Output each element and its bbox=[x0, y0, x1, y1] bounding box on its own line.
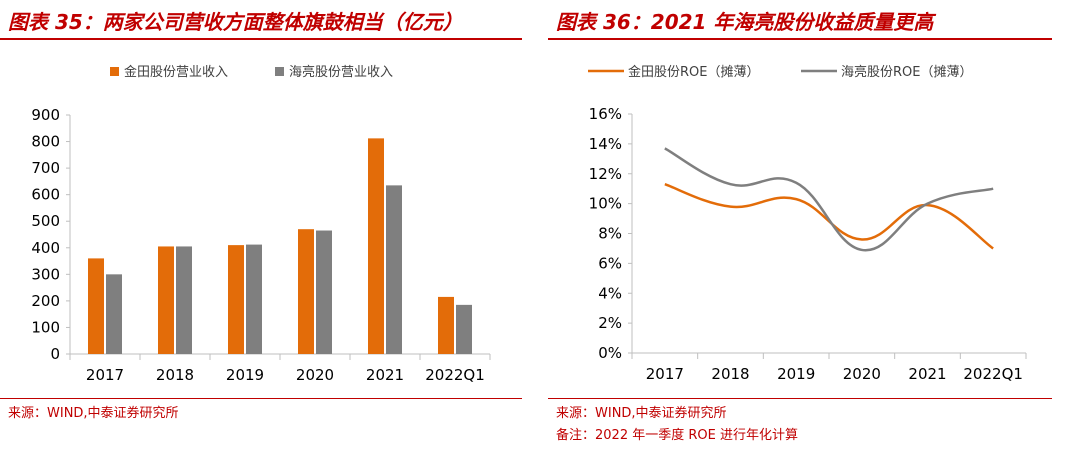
chart-panel-roe: 图表 36：2021 年海亮股份收益质量更高 0% 2% 4% 6% 8% 10% 12% 1… bbox=[548, 0, 1080, 449]
y-tick-label: 900 bbox=[31, 106, 60, 124]
bar-jintian bbox=[88, 258, 104, 354]
y-tick-label: 14% bbox=[589, 135, 622, 153]
title-divider bbox=[0, 38, 522, 40]
bar-hailiang bbox=[106, 274, 122, 354]
x-tick-label: 2017 bbox=[86, 366, 124, 384]
y-tick-label: 200 bbox=[31, 292, 60, 310]
title-divider bbox=[548, 38, 1052, 40]
y-tick-label: 500 bbox=[31, 212, 60, 230]
x-tick-label: 2021 bbox=[366, 366, 404, 384]
line-jintian-roe bbox=[664, 183, 994, 250]
y-tick-label: 0 bbox=[50, 345, 60, 363]
y-tick-label: 300 bbox=[31, 265, 60, 283]
legend-label: 海亮股份营业收入 bbox=[289, 64, 393, 80]
chart-title-roe: 图表 36：2021 年海亮股份收益质量更高 bbox=[556, 10, 934, 34]
y-tick-label: 2% bbox=[598, 314, 622, 332]
footer-divider bbox=[548, 398, 1052, 399]
y-tick-label: 800 bbox=[31, 133, 60, 151]
x-tick-label: 2020 bbox=[843, 365, 881, 383]
x-tick-label: 2019 bbox=[777, 365, 815, 383]
chart-panel-revenue: 图表 35：两家公司营收方面整体旗鼓相当（亿元） 0 100 200 300 400 50… bbox=[0, 0, 530, 449]
footnote: 备注：2022 年一季度 ROE 进行年化计算 bbox=[556, 428, 798, 443]
bar-jintian bbox=[438, 296, 454, 354]
legend-label: 海亮股份ROE（摊薄） bbox=[841, 64, 972, 80]
legend-label: 金田股份营业收入 bbox=[124, 64, 228, 80]
bar-jintian bbox=[158, 246, 174, 354]
bar-hailiang bbox=[176, 246, 192, 354]
bar-hailiang bbox=[386, 185, 402, 354]
y-tick-label: 16% bbox=[589, 105, 622, 123]
footer-divider bbox=[0, 398, 522, 399]
roe-line-chart: 0% 2% 4% 6% 8% 10% 12% 14% 16% 2017 2018 2019 2020 20… bbox=[588, 64, 1027, 383]
revenue-bar-chart: 0 100 200 300 400 500 600 700 800 900 2017 2018 2019… bbox=[31, 64, 491, 384]
legend-swatch bbox=[275, 67, 284, 76]
y-tick-label: 10% bbox=[589, 195, 622, 213]
legend-label: 金田股份ROE（摊薄） bbox=[628, 64, 759, 80]
y-tick-label: 400 bbox=[31, 239, 60, 257]
x-tick-label: 2017 bbox=[646, 365, 684, 383]
x-tick-label: 2022Q1 bbox=[963, 365, 1023, 383]
y-tick-label: 600 bbox=[31, 186, 60, 204]
y-tick-label: 8% bbox=[598, 225, 622, 243]
source-note: 来源：WIND,中泰证券研究所 bbox=[556, 406, 727, 421]
y-tick-label: 12% bbox=[589, 165, 622, 183]
line-hailiang-roe bbox=[664, 147, 994, 252]
x-tick-label: 2018 bbox=[156, 366, 194, 384]
bar-hailiang bbox=[246, 244, 262, 354]
y-tick-label: 4% bbox=[598, 284, 622, 302]
bar-hailiang bbox=[316, 230, 332, 354]
chart-title-revenue: 图表 35：两家公司营收方面整体旗鼓相当（亿元） bbox=[8, 10, 463, 34]
y-tick-label: 100 bbox=[31, 318, 60, 336]
x-tick-label: 2020 bbox=[296, 366, 334, 384]
source-note: 来源：WIND,中泰证券研究所 bbox=[8, 406, 179, 421]
y-tick-label: 700 bbox=[31, 159, 60, 177]
x-tick-label: 2019 bbox=[226, 366, 264, 384]
y-tick-label: 6% bbox=[598, 254, 622, 272]
x-tick-label: 2022Q1 bbox=[425, 366, 485, 384]
y-tick-label: 0% bbox=[598, 344, 622, 362]
legend-swatch bbox=[110, 67, 119, 76]
bar-hailiang bbox=[456, 304, 472, 354]
x-tick-label: 2018 bbox=[711, 365, 749, 383]
x-tick-label: 2021 bbox=[908, 365, 946, 383]
bar-jintian bbox=[298, 229, 314, 354]
bar-jintian bbox=[368, 138, 384, 354]
bar-jintian bbox=[228, 245, 244, 354]
